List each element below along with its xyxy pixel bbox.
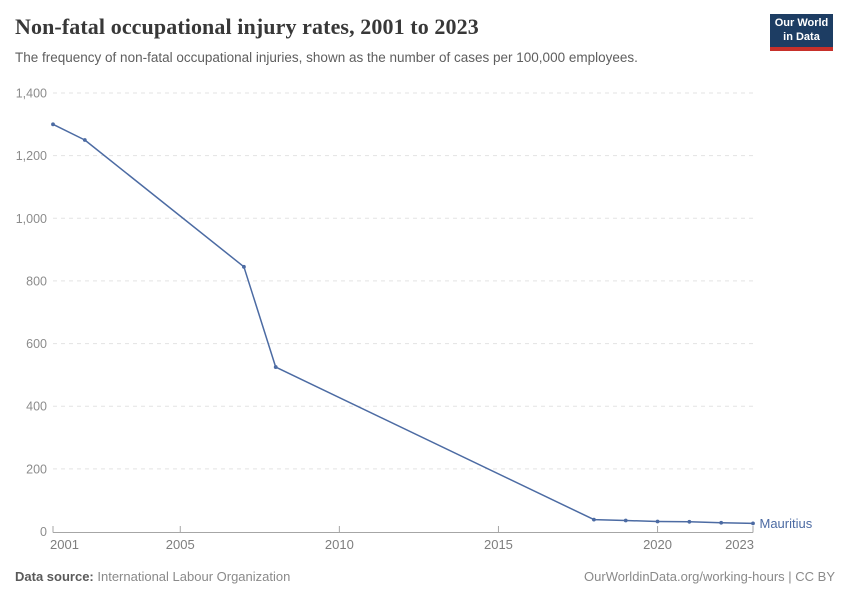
data-point-2020[interactable] xyxy=(655,519,660,524)
data-source-value: International Labour Organization xyxy=(97,569,291,584)
x-axis-tick-label: 2023 xyxy=(725,537,754,552)
mauritius-line[interactable] xyxy=(52,123,754,525)
x-axis-tick-label: 2010 xyxy=(325,537,354,552)
logo-line-2: in Data xyxy=(783,30,820,43)
data-point-2022[interactable] xyxy=(719,520,724,525)
data-point-2021[interactable] xyxy=(687,519,692,524)
data-point-2001[interactable] xyxy=(51,122,55,127)
logo-line-1: Our World xyxy=(774,16,829,29)
y-axis-tick-label: 1,400 xyxy=(16,87,47,101)
data-point-2007[interactable] xyxy=(242,264,246,269)
y-axis-tick-label: 400 xyxy=(26,400,47,414)
data-point-2008[interactable] xyxy=(273,365,278,369)
x-axis-tick-label: 2015 xyxy=(484,537,513,552)
y-axis-tick-label: 800 xyxy=(26,274,47,288)
data-point-2018[interactable] xyxy=(592,517,596,522)
series-label-mauritius[interactable]: Mauritius xyxy=(760,516,813,531)
chart-subtitle: The frequency of non-fatal occupational … xyxy=(15,50,638,65)
y-axis-tick-label: 1,000 xyxy=(16,212,47,226)
y-axis-tick-label: 1,200 xyxy=(16,149,47,163)
x-axis-tick-label: 2020 xyxy=(643,537,672,552)
x-axis-tick-label: 2005 xyxy=(166,537,195,552)
y-axis-tick-label: 0 xyxy=(40,525,47,539)
y-axis-tick-label: 600 xyxy=(26,337,47,351)
data-source: Data source: International Labour Organi… xyxy=(15,569,290,584)
page-title: Non-fatal occupational injury rates, 200… xyxy=(15,14,479,39)
x-axis-tick-label: 2001 xyxy=(50,537,79,552)
data-point-2019[interactable] xyxy=(623,518,628,523)
attribution: OurWorldinData.org/working-hours | CC BY xyxy=(584,569,835,584)
data-source-label: Data source: xyxy=(15,569,94,584)
data-point-2002[interactable] xyxy=(82,138,87,142)
owid-logo: Our World in Data xyxy=(770,14,833,51)
y-axis-tick-label: 200 xyxy=(26,462,47,476)
data-point-2023[interactable] xyxy=(751,521,755,526)
